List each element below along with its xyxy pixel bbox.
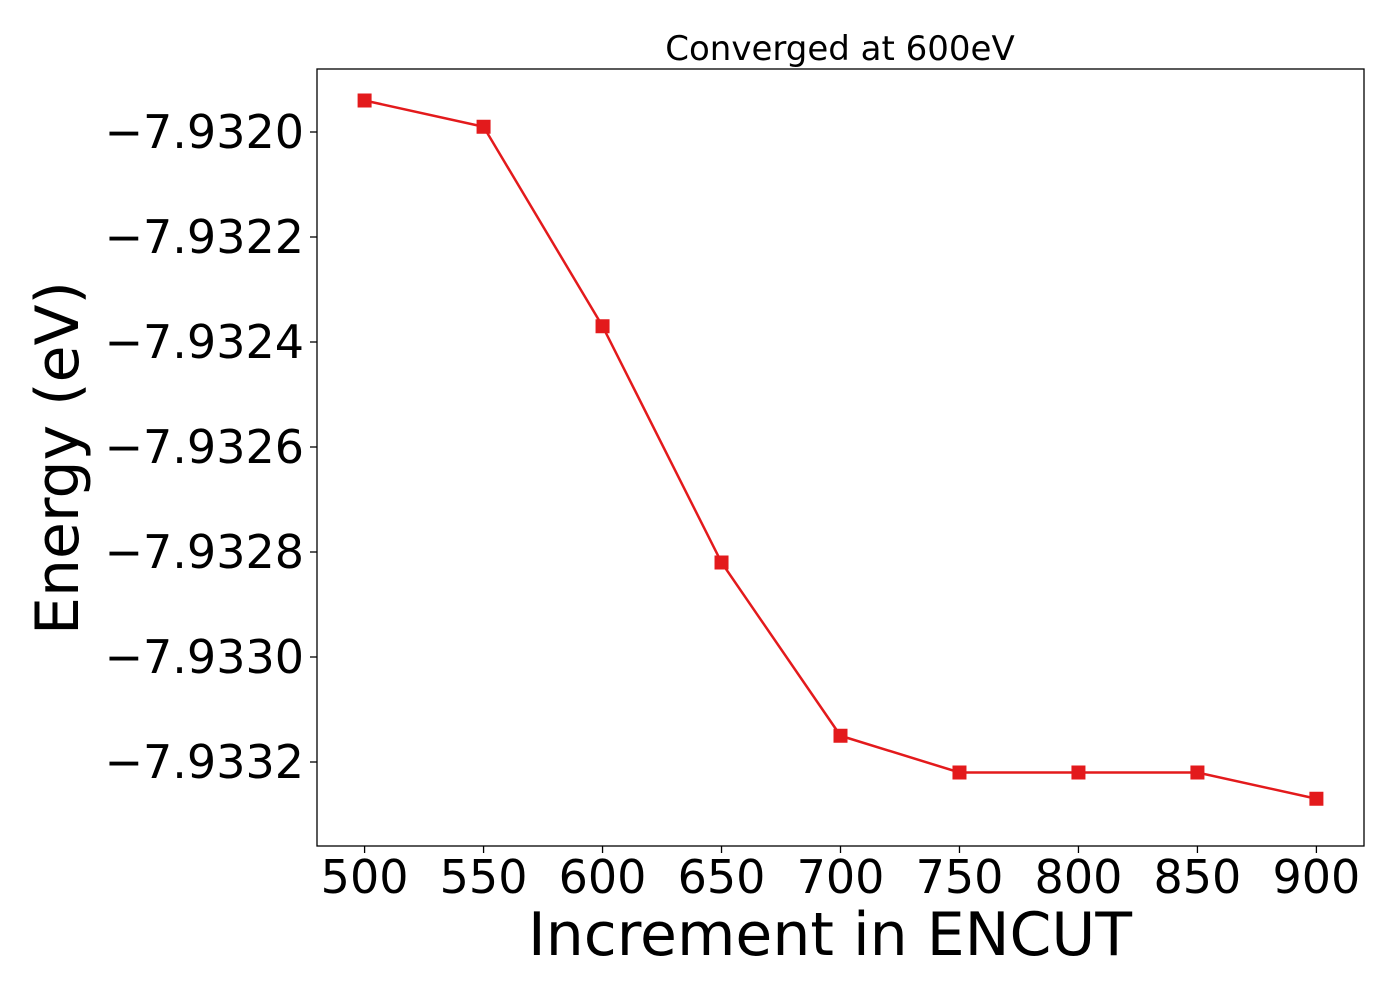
x-tick-label: 500 — [321, 850, 409, 904]
y-tick-label: −7.9332 — [105, 735, 305, 789]
x-tick-label: 900 — [1273, 850, 1361, 904]
data-point — [1071, 765, 1086, 780]
chart-title: Converged at 600eV — [665, 29, 1014, 69]
x-axis: 500 550 600 650 700 750 800 850 900 — [321, 846, 1361, 904]
y-axis: −7.9320 −7.9322 −7.9324 −7.9326 −7.9328 −7.93… — [105, 105, 317, 789]
x-tick-label: 650 — [678, 850, 766, 904]
series-line — [364, 99, 1317, 800]
x-tick-label: 700 — [797, 850, 885, 904]
y-tick-label: −7.9322 — [105, 210, 305, 264]
x-tick-label: 850 — [1154, 850, 1242, 904]
y-axis-label: Energy (eV) — [23, 281, 93, 635]
x-tick-label: 750 — [916, 850, 1004, 904]
data-point — [595, 319, 610, 334]
x-tick-label: 550 — [440, 850, 528, 904]
data-point — [714, 555, 729, 570]
x-tick-label: 600 — [559, 850, 647, 904]
data-point — [476, 119, 491, 134]
data-point — [833, 728, 848, 743]
data-point — [1190, 765, 1205, 780]
y-tick-label: −7.9328 — [105, 525, 305, 579]
y-tick-label: −7.9324 — [105, 315, 305, 369]
plot-series — [357, 93, 1324, 806]
data-point — [1309, 791, 1324, 806]
x-tick-label: 800 — [1035, 850, 1123, 904]
data-point — [357, 93, 372, 108]
x-axis-label: Increment in ENCUT — [528, 900, 1132, 970]
y-tick-label: −7.9326 — [105, 420, 305, 474]
data-point — [952, 765, 967, 780]
y-tick-label: −7.9320 — [105, 105, 305, 159]
y-tick-label: −7.9330 — [105, 630, 305, 684]
plot-frame — [316, 68, 1365, 847]
